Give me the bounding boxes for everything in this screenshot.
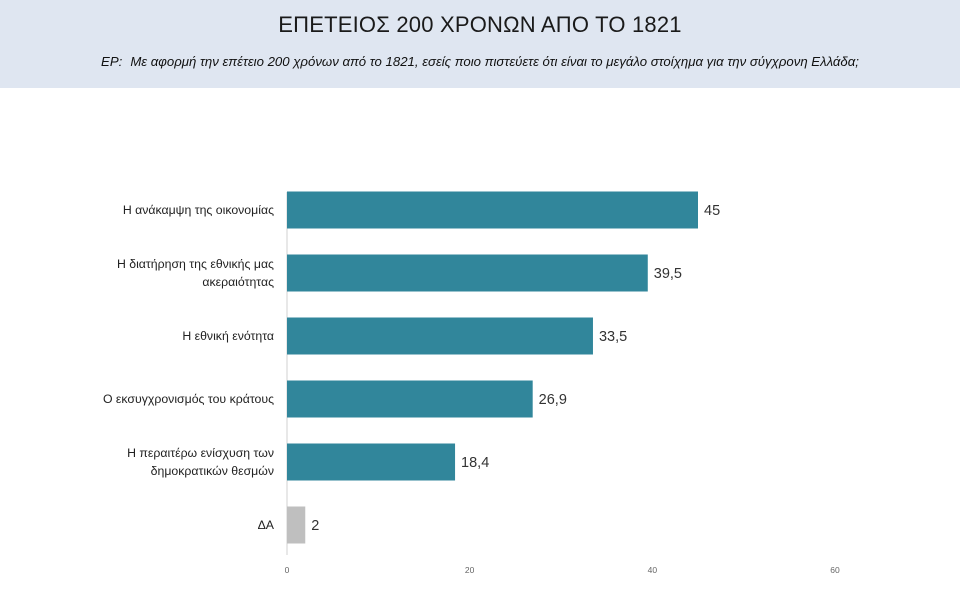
x-tick-label: 0 — [285, 565, 290, 575]
question-prefix: ΕΡ: — [101, 54, 123, 69]
data-label: 39,5 — [654, 266, 682, 282]
category-label: Η περαιτέρω ενίσχυση των δημοκρατικών θεσ… — [127, 446, 274, 478]
data-label: 26,9 — [539, 392, 567, 408]
bar — [287, 191, 698, 229]
category-label: Ο εκσυγχρονισμός του κράτους — [103, 392, 274, 406]
data-label: 2 — [311, 518, 319, 534]
x-tick-label: 60 — [830, 565, 840, 575]
bar — [287, 380, 533, 418]
bar — [287, 254, 648, 292]
data-label: 45 — [704, 203, 720, 219]
category-label: Η ανάκαμψη της οικονομίας — [123, 203, 274, 217]
category-label: Η εθνική ενότητα — [182, 329, 274, 343]
category-label: Η διατήρηση της εθνικής μας ακεραιότητας — [117, 257, 274, 289]
bar — [287, 443, 456, 481]
question-text: ΕΡ: Με αφορμή την επέτειο 200 χρόνων από … — [0, 54, 960, 69]
x-tick-label: 20 — [465, 565, 475, 575]
category-label: ΔΑ — [258, 518, 275, 532]
bar — [287, 506, 306, 544]
x-tick-label: 40 — [648, 565, 658, 575]
question-body: Με αφορμή την επέτειο 200 χρόνων από το … — [130, 54, 859, 69]
data-label: 18,4 — [461, 455, 489, 471]
chart-title: ΕΠΕΤΕΙΟΣ 200 ΧΡΟΝΩΝ ΑΠΟ ΤΟ 1821 — [278, 12, 682, 37]
header-band: ΕΠΕΤΕΙΟΣ 200 ΧΡΟΝΩΝ ΑΠΟ ΤΟ 1821 ΕΡ: Με αφ… — [0, 0, 960, 88]
data-label: 33,5 — [599, 329, 627, 345]
bar — [287, 317, 593, 355]
